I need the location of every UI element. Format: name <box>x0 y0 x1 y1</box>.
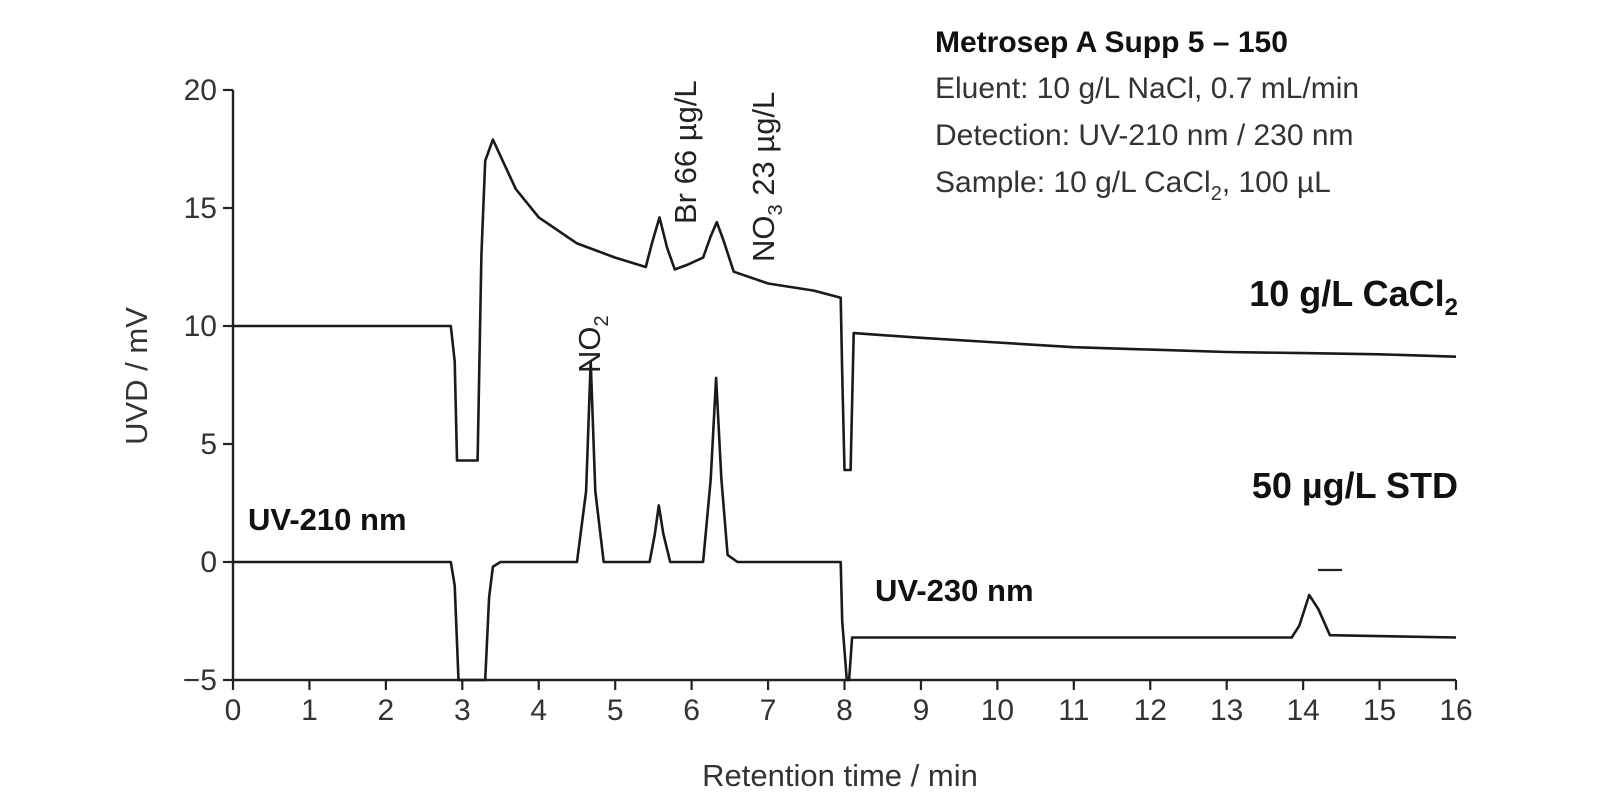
column-title: Metrosep A Supp 5 – 150 <box>935 26 1288 59</box>
y-tick-label: 15 <box>184 192 217 225</box>
y-tick-label: −5 <box>183 664 217 697</box>
series-label-cacl2-main: 10 g/L CaCl <box>1249 273 1444 314</box>
uv230-label: UV-230 nm <box>875 573 1034 608</box>
trace-std <box>233 360 1457 682</box>
no2-main: NO <box>572 327 607 374</box>
x-tick-label: 12 <box>1134 694 1167 727</box>
y-tick-label: 20 <box>184 74 217 107</box>
x-tick-label: 3 <box>454 694 471 727</box>
x-tick-label: 1 <box>301 694 318 727</box>
br-peak-label: Br 66 µg/L <box>668 80 703 224</box>
detection-info: Detection: UV-210 nm / 230 nm <box>935 119 1354 152</box>
y-tick-label: 10 <box>184 310 217 343</box>
x-tick-label: 14 <box>1286 694 1319 727</box>
x-tick-label: 4 <box>530 694 547 727</box>
trace-cacl2 <box>233 138 1457 472</box>
x-tick-label: 9 <box>913 694 930 727</box>
uv210-label: UV-210 nm <box>248 502 407 537</box>
no3-main: NO <box>746 216 781 263</box>
eluent-info: Eluent: 10 g/L NaCl, 0.7 mL/min <box>935 72 1359 105</box>
sample-prefix: Sample: 10 g/L CaCl <box>935 166 1211 199</box>
series-label-cacl2-sub: 2 <box>1445 294 1458 321</box>
x-tick-label: 0 <box>225 694 242 727</box>
series-label-std: 50 µg/L STD <box>1252 465 1458 506</box>
sample-info: Sample: 10 g/L CaCl2, 100 µL <box>935 166 1331 205</box>
x-tick-label: 10 <box>981 694 1014 727</box>
x-tick-label: 13 <box>1210 694 1243 727</box>
x-tick-label: 7 <box>760 694 777 727</box>
x-tick-label: 16 <box>1439 694 1472 727</box>
x-tick-label: 15 <box>1363 694 1396 727</box>
x-tick-label: 5 <box>607 694 624 727</box>
sample-subscript: 2 <box>1211 183 1222 205</box>
x-tick-label: 2 <box>378 694 395 727</box>
traces <box>233 138 1457 682</box>
no3-rest: 23 µg/L <box>746 92 781 205</box>
no2-subscript: 2 <box>591 315 613 326</box>
x-tick-label: 6 <box>683 694 700 727</box>
no3-peak-label: NO3 23 µg/L <box>746 92 787 262</box>
x-tick-label: 11 <box>1058 694 1089 727</box>
x-tick-label: 8 <box>836 694 853 727</box>
y-tick-label: 0 <box>200 546 217 579</box>
x-axis-title: Retention time / min <box>702 758 978 793</box>
series-label-cacl2: 10 g/L CaCl2 <box>1249 273 1458 321</box>
no2-peak-label: NO2 <box>572 315 613 373</box>
y-tick-label: 5 <box>200 428 217 461</box>
sample-suffix: , 100 µL <box>1222 166 1331 199</box>
y-axis-title: UVD / mV <box>119 307 154 445</box>
no3-subscript: 3 <box>765 204 787 215</box>
